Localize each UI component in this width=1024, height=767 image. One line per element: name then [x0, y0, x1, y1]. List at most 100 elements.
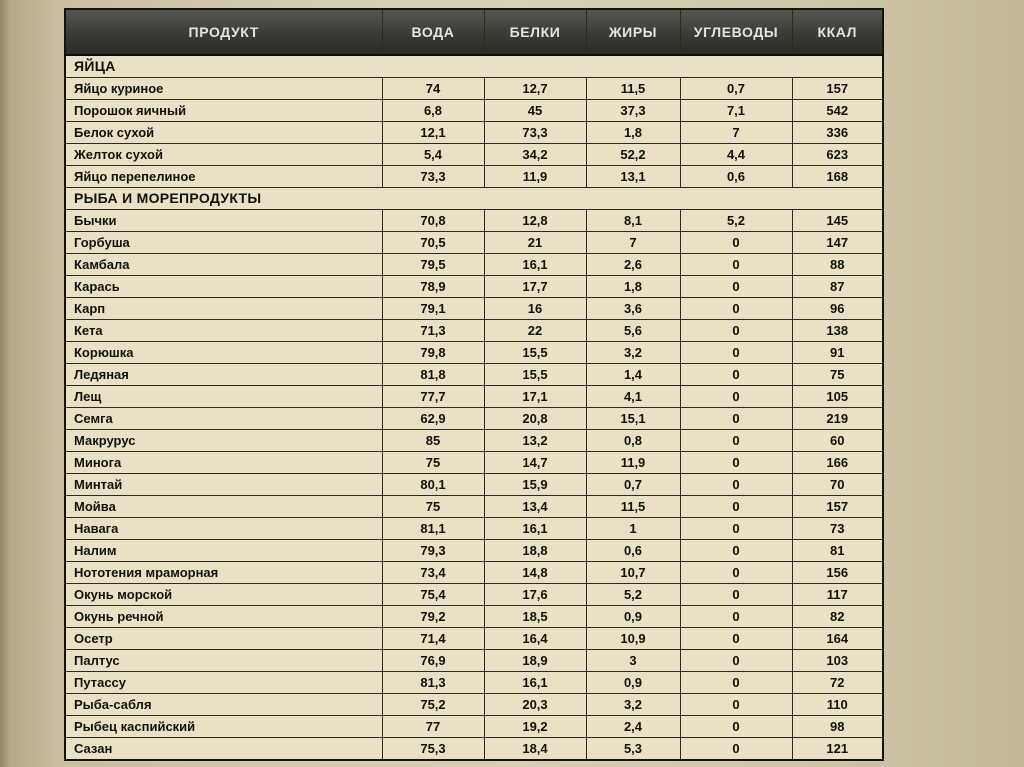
value-cell: 12,7: [483, 77, 587, 100]
value-cell: 105: [791, 385, 884, 408]
product-cell: Мойва: [64, 495, 383, 518]
value-cell: 2,4: [585, 715, 681, 738]
value-cell: 18,5: [483, 605, 587, 628]
value-cell: 0: [679, 517, 793, 540]
value-cell: 4,4: [679, 143, 793, 166]
value-cell: 70,8: [381, 209, 485, 232]
value-cell: 62,9: [381, 407, 485, 430]
value-cell: 60: [791, 429, 884, 452]
table-row: Яйцо куриное 74 12,7 11,5 0,7 157: [64, 77, 884, 100]
value-cell: 0,7: [585, 473, 681, 496]
table-row: Карась 78,9 17,7 1,8 0 87: [64, 275, 884, 298]
table-row: Карп 79,1 16 3,6 0 96: [64, 297, 884, 320]
value-cell: 0: [679, 561, 793, 584]
column-header-kcal: ККАЛ: [791, 8, 884, 56]
value-cell: 37,3: [585, 99, 681, 122]
product-cell: Сазан: [64, 737, 383, 761]
value-cell: 11,5: [585, 495, 681, 518]
table-row: Минтай 80,1 15,9 0,7 0 70: [64, 473, 884, 496]
value-cell: 75,2: [381, 693, 485, 716]
value-cell: 79,2: [381, 605, 485, 628]
value-cell: 117: [791, 583, 884, 606]
value-cell: 15,5: [483, 363, 587, 386]
value-cell: 76,9: [381, 649, 485, 672]
value-cell: 14,7: [483, 451, 587, 474]
value-cell: 623: [791, 143, 884, 166]
value-cell: 79,5: [381, 253, 485, 276]
value-cell: 75: [791, 363, 884, 386]
value-cell: 14,8: [483, 561, 587, 584]
value-cell: 0: [679, 671, 793, 694]
value-cell: 164: [791, 627, 884, 650]
product-cell: Ледяная: [64, 363, 383, 386]
value-cell: 138: [791, 319, 884, 342]
product-cell: Лещ: [64, 385, 383, 408]
product-cell: Осетр: [64, 627, 383, 650]
value-cell: 70,5: [381, 231, 485, 254]
table-row: Нототения мраморная 73,4 14,8 10,7 0 156: [64, 561, 884, 584]
product-cell: Рыбец каспийский: [64, 715, 383, 738]
value-cell: 7,1: [679, 99, 793, 122]
table-row: Белок сухой 12,1 73,3 1,8 7 336: [64, 121, 884, 144]
table-row: Ледяная 81,8 15,5 1,4 0 75: [64, 363, 884, 386]
value-cell: 15,9: [483, 473, 587, 496]
value-cell: 75: [381, 495, 485, 518]
table-body: ЯЙЦА Яйцо куриное 74 12,7 11,5 0,7 157 Порошок …: [64, 54, 884, 761]
product-cell: Порошок яичный: [64, 99, 383, 122]
table-row: Окунь речной 79,2 18,5 0,9 0 82: [64, 605, 884, 628]
table-row: Рыбец каспийский 77 19,2 2,4 0 98: [64, 715, 884, 738]
table-row: Налим 79,3 18,8 0,6 0 81: [64, 539, 884, 562]
product-cell: Бычки: [64, 209, 383, 232]
value-cell: 0: [679, 429, 793, 452]
value-cell: 5,3: [585, 737, 681, 761]
value-cell: 17,6: [483, 583, 587, 606]
section-title: ЯЙЦА: [64, 54, 884, 78]
value-cell: 103: [791, 649, 884, 672]
value-cell: 3: [585, 649, 681, 672]
value-cell: 0,8: [585, 429, 681, 452]
product-cell: Кета: [64, 319, 383, 342]
table-row: Корюшка 79,8 15,5 3,2 0 91: [64, 341, 884, 364]
value-cell: 1,4: [585, 363, 681, 386]
value-cell: 1,8: [585, 121, 681, 144]
nutrition-table: ПРОДУКТ ВОДА БЕЛКИ ЖИРЫ УГЛЕВОДЫ ККАЛ ЯЙ…: [64, 8, 884, 761]
value-cell: 12,1: [381, 121, 485, 144]
table-row: Путассу 81,3 16,1 0,9 0 72: [64, 671, 884, 694]
value-cell: 0: [679, 231, 793, 254]
value-cell: 0: [679, 495, 793, 518]
value-cell: 219: [791, 407, 884, 430]
value-cell: 77: [381, 715, 485, 738]
value-cell: 157: [791, 77, 884, 100]
value-cell: 1,8: [585, 275, 681, 298]
value-cell: 0: [679, 297, 793, 320]
value-cell: 0: [679, 451, 793, 474]
table-row: Мойва 75 13,4 11,5 0 157: [64, 495, 884, 518]
product-cell: Минтай: [64, 473, 383, 496]
value-cell: 5,6: [585, 319, 681, 342]
table-row: Порошок яичный 6,8 45 37,3 7,1 542: [64, 99, 884, 122]
value-cell: 81: [791, 539, 884, 562]
value-cell: 121: [791, 737, 884, 761]
value-cell: 156: [791, 561, 884, 584]
value-cell: 2,6: [585, 253, 681, 276]
value-cell: 72: [791, 671, 884, 694]
product-cell: Минога: [64, 451, 383, 474]
value-cell: 0,6: [585, 539, 681, 562]
table-row: Камбала 79,5 16,1 2,6 0 88: [64, 253, 884, 276]
value-cell: 21: [483, 231, 587, 254]
value-cell: 75: [381, 451, 485, 474]
value-cell: 0: [679, 275, 793, 298]
value-cell: 73,4: [381, 561, 485, 584]
table-row: Семга 62,9 20,8 15,1 0 219: [64, 407, 884, 430]
value-cell: 80,1: [381, 473, 485, 496]
value-cell: 81,1: [381, 517, 485, 540]
value-cell: 5,4: [381, 143, 485, 166]
product-cell: Желток сухой: [64, 143, 383, 166]
value-cell: 79,3: [381, 539, 485, 562]
value-cell: 542: [791, 99, 884, 122]
value-cell: 3,2: [585, 693, 681, 716]
table-row: Макрурус 85 13,2 0,8 0 60: [64, 429, 884, 452]
value-cell: 17,1: [483, 385, 587, 408]
value-cell: 71,3: [381, 319, 485, 342]
value-cell: 18,8: [483, 539, 587, 562]
